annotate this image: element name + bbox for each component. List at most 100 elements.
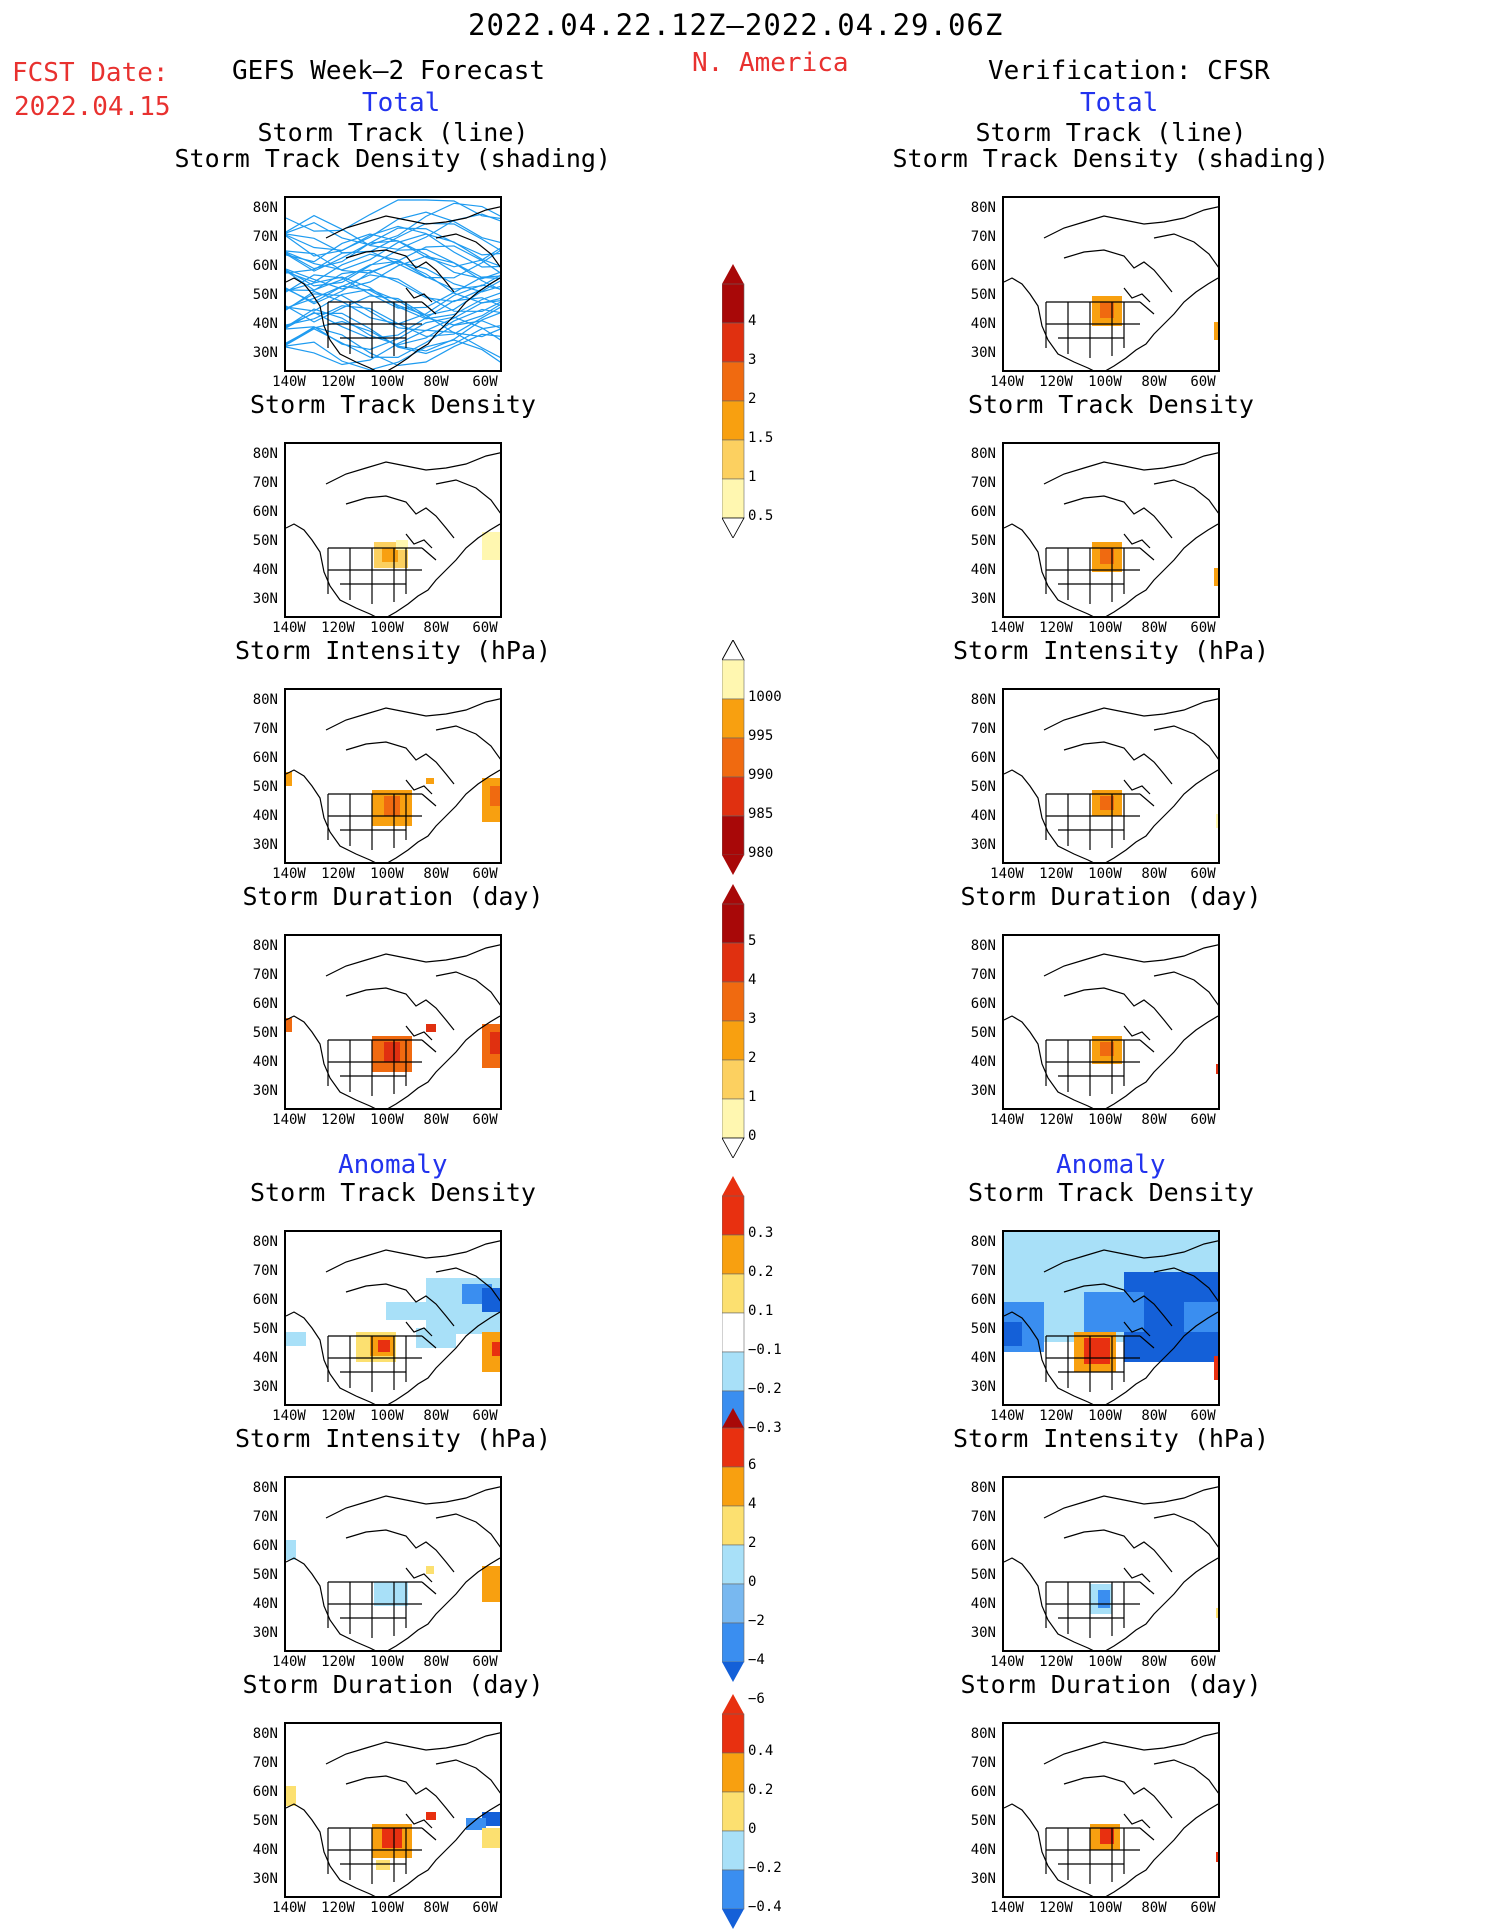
anom-density-colorbar [722,1176,745,1450]
lon-label: 140W [990,620,1024,636]
lat-label: 70N [970,967,996,983]
lon-label: 100W [370,1112,404,1128]
total-density-colorbar-tick: 0.5 [748,508,774,524]
lon-label: 140W [990,866,1024,882]
right-duration-title: Storm Duration (day) [960,882,1262,911]
lon-label: 60W [1190,866,1216,882]
fcst-date-label: FCST Date: [12,58,169,88]
lon-label: 100W [1088,866,1122,882]
anom-density-colorbar-tick: −0.3 [748,1420,782,1436]
lon-label: 80W [1141,866,1167,882]
lon-label: 60W [472,1900,498,1916]
anom-duration-colorbar-tick: −0.2 [748,1860,782,1876]
total-density-colorbar-tick: 1 [748,469,757,485]
anom-intensity-colorbar-tick: −4 [748,1652,765,1668]
lon-label: 140W [272,1408,306,1424]
left-anom-duration-map [284,1722,502,1898]
lon-label: 140W [990,1900,1024,1916]
right-density-map-svg [1004,452,1218,616]
left-track-map [284,196,502,372]
right-density-title: Storm Track Density [968,390,1254,419]
lat-label: 60N [970,1538,996,1554]
anom-intensity-colorbar-tick: 0 [748,1574,757,1590]
lat-label: 50N [252,1813,278,1829]
lat-label: 60N [252,996,278,1012]
lat-label: 70N [252,721,278,737]
left-intensity-title: Storm Intensity (hPa) [235,636,552,665]
lat-label: 60N [252,1784,278,1800]
lat-label: 30N [252,591,278,607]
lat-label: 80N [970,1480,996,1496]
lon-label: 100W [1088,1408,1122,1424]
lat-label: 40N [252,808,278,824]
right-column-title: Verification: CFSR [988,56,1270,86]
lat-label: 30N [252,1083,278,1099]
right-anom-density-map-svg [1004,1232,1218,1404]
total-intensity-colorbar [722,640,745,875]
lon-label: 80W [1141,1654,1167,1670]
lon-label: 100W [1088,374,1122,390]
right-anom-intensity-map-svg [1004,1486,1218,1650]
total-intensity-colorbar-tick: 980 [748,845,774,861]
lat-label: 30N [970,345,996,361]
right-intensity-title: Storm Intensity (hPa) [953,636,1270,665]
anom-duration-colorbar-tick: 0.4 [748,1743,774,1759]
lat-label: 70N [252,1263,278,1279]
lon-label: 100W [370,1900,404,1916]
lon-label: 140W [990,374,1024,390]
left-column-title: GEFS Week–2 Forecast [232,56,546,86]
lon-label: 140W [990,1408,1024,1424]
right-anom-intensity-map [1002,1476,1220,1652]
lat-label: 40N [252,1596,278,1612]
lat-label: 60N [970,750,996,766]
lat-label: 60N [970,258,996,274]
anom-intensity-colorbar-tick: −2 [748,1613,765,1629]
lat-label: 70N [970,229,996,245]
lat-label: 60N [970,1784,996,1800]
lon-label: 80W [1141,620,1167,636]
lat-label: 50N [970,779,996,795]
lon-label: 80W [423,1408,449,1424]
lat-label: 50N [970,1321,996,1337]
right-intensity-map-svg [1004,698,1218,862]
lat-label: 50N [252,1321,278,1337]
lon-label: 100W [1088,1112,1122,1128]
lon-label: 60W [1190,1112,1216,1128]
anom-density-colorbar-tick: 0.3 [748,1225,774,1241]
lat-label: 80N [970,1726,996,1742]
left-anom-density-title: Storm Track Density [250,1178,536,1207]
lat-label: 50N [970,1567,996,1583]
right-anom-duration-map [1002,1722,1220,1898]
left-anom-density-map-svg [286,1240,500,1404]
date-range-title: 2022.04.22.12Z–2022.04.29.06Z [468,8,1004,42]
total-density-colorbar-tick: 2 [748,391,757,407]
lat-label: 50N [970,1813,996,1829]
lon-label: 60W [472,1654,498,1670]
lon-label: 100W [370,866,404,882]
lon-label: 60W [472,866,498,882]
lat-label: 70N [252,1509,278,1525]
lat-label: 80N [970,938,996,954]
total-density-colorbar-tick: 3 [748,352,757,368]
lon-label: 80W [1141,1112,1167,1128]
lon-label: 120W [321,1112,355,1128]
lat-label: 80N [252,200,278,216]
lat-label: 30N [970,1625,996,1641]
total-duration-colorbar-tick: 4 [748,972,757,988]
left-intensity-map [284,688,502,864]
lon-label: 60W [1190,1408,1216,1424]
lon-label: 120W [321,620,355,636]
lat-label: 60N [970,1292,996,1308]
lon-label: 100W [370,620,404,636]
lat-label: 60N [970,996,996,1012]
lat-label: 60N [252,504,278,520]
left-anom-density-map [284,1230,502,1406]
left-duration-map-svg [286,944,500,1108]
lon-label: 100W [1088,620,1122,636]
anom-duration-colorbar [722,1694,745,1929]
lon-label: 60W [472,620,498,636]
left-density-map-svg [286,452,500,616]
fcst-date-value: 2022.04.15 [14,92,171,122]
anom-duration-colorbar-tick: 0 [748,1821,757,1837]
left-track-map-svg [286,199,500,370]
